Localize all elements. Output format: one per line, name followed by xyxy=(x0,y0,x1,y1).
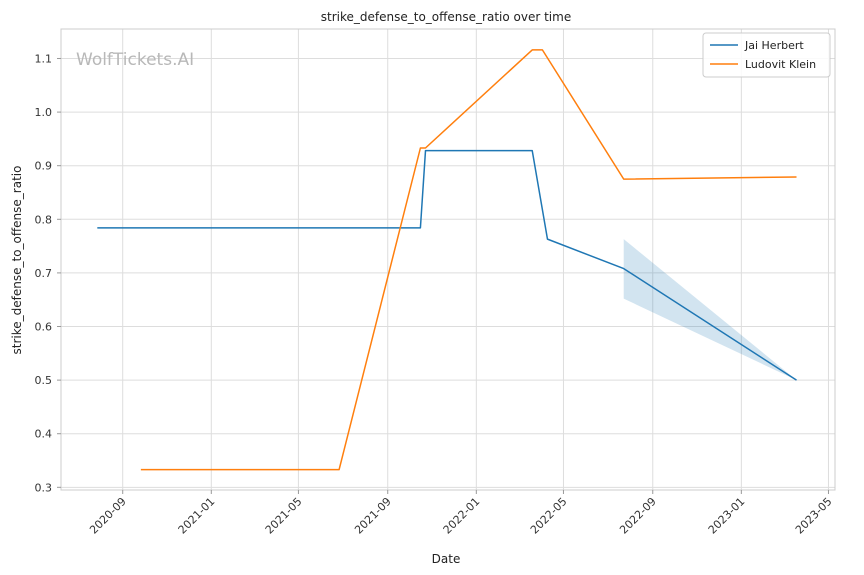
series-lines xyxy=(97,49,797,471)
plot-area-frame xyxy=(60,28,836,491)
y-tick-label: 0.5 xyxy=(35,374,53,387)
legend-box xyxy=(702,32,831,78)
series-line-ludovit-klein xyxy=(140,49,797,471)
y-tick-label: 0.8 xyxy=(35,213,53,226)
y-tick-label: 1.1 xyxy=(35,52,53,65)
gridlines xyxy=(61,29,835,490)
confidence-bands xyxy=(623,239,797,381)
x-axis-label: Date xyxy=(432,552,461,566)
y-tick-label: 0.7 xyxy=(35,267,53,280)
confidence-band xyxy=(623,239,797,381)
watermark: WolfTickets.AI xyxy=(76,50,194,70)
y-tick-label: 1.0 xyxy=(35,106,53,119)
y-tick-label: 0.3 xyxy=(35,481,53,494)
y-tick-label: 0.9 xyxy=(35,160,53,173)
legend-label-ludovit-klein: Ludovit Klein xyxy=(745,58,816,71)
y-axis-ticks: 0.3 0.4 0.5 0.6 0.7 0.8 0.9 1.0 1.1 xyxy=(35,52,61,494)
y-tick-label: 0.4 xyxy=(35,428,53,441)
legend-label-jai-herbert: Jai Herbert xyxy=(744,39,804,52)
y-tick-label: 0.6 xyxy=(35,321,53,334)
series-line-jai-herbert xyxy=(97,149,797,381)
chart-title: strike_defense_to_offense_ratio over tim… xyxy=(321,10,571,24)
y-axis-label: strike_defense_to_offense_ratio xyxy=(10,166,24,355)
legend: Jai Herbert Ludovit Klein xyxy=(702,32,831,78)
